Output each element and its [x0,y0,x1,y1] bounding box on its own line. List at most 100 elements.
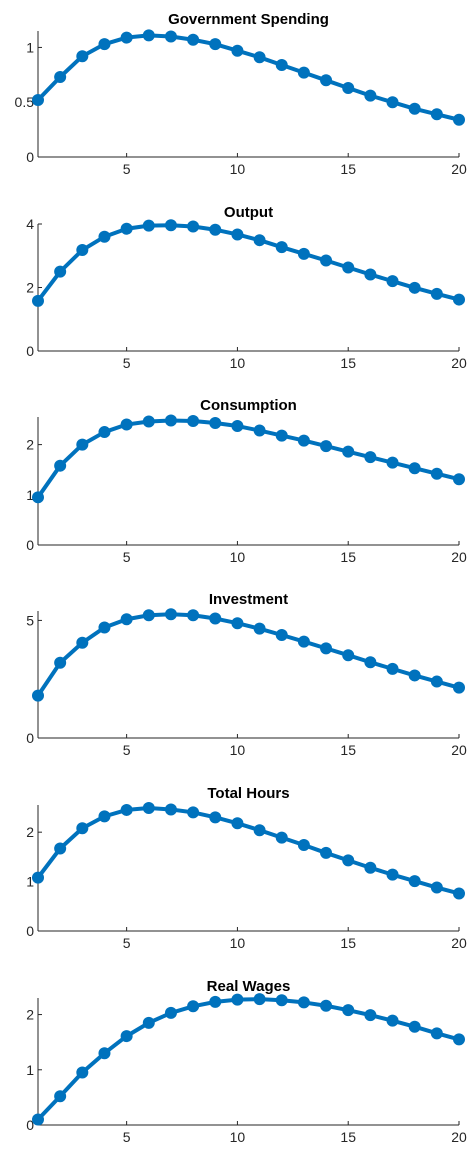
data-point [98,38,111,51]
data-point [453,293,465,306]
data-point [430,881,443,894]
data-point [275,241,288,254]
panel-1: Government Spending 5 10 15 20 0 0.5 1 [15,11,467,177]
data-point [164,219,177,232]
data-point [386,662,399,675]
data-point [54,459,67,472]
data-point [364,1009,377,1022]
data-point [120,418,133,431]
data-point [76,636,89,649]
y-tick-label: 1 [26,39,34,55]
data-point [32,1113,44,1126]
x-tick-label: 10 [230,549,246,565]
data-point [408,1020,421,1033]
data-point [453,473,465,486]
data-point [142,801,155,814]
data-point [275,994,288,1007]
y-tick-label: 0 [26,149,34,165]
data-point [98,1047,111,1060]
x-tick-label: 5 [123,742,131,758]
data-point [386,868,399,881]
x-tick-label: 5 [123,1129,131,1145]
data-point [32,871,44,884]
data-point [253,993,266,1006]
data-point [76,438,89,451]
x-tick-label: 5 [123,549,131,565]
data-point [54,842,67,855]
data-point [275,58,288,71]
x-tick-label: 15 [340,935,356,951]
data-point [342,81,355,94]
data-point [54,1090,67,1103]
data-point [453,113,465,126]
data-point [76,244,89,257]
data-point [76,50,89,63]
data-point [430,675,443,688]
x-tick-label: 20 [451,355,467,371]
data-point [342,1004,355,1017]
data-point [231,420,244,433]
data-point [253,622,266,635]
y-tick-label: 2 [26,280,34,296]
y-tick-label: 1 [26,487,34,503]
data-point [164,1006,177,1019]
data-point [209,223,222,236]
data-point [253,51,266,64]
data-point [408,875,421,888]
data-point [32,94,44,107]
x-tick-label: 15 [340,742,356,758]
data-point [253,424,266,437]
data-point [32,491,44,504]
data-point [408,281,421,294]
panel-5: Total Hours 5 10 15 20 0 1 2 [26,785,467,951]
data-point [32,689,44,702]
data-point [320,642,333,655]
panel-4: Investment 5 10 15 20 0 5 [26,591,467,758]
y-tick-label: 1 [26,874,34,890]
data-point [231,617,244,630]
y-tick-label: 0 [26,730,34,746]
data-point [320,74,333,87]
data-point [297,996,310,1009]
x-tick-label: 20 [451,742,467,758]
data-point [120,803,133,816]
data-point [98,621,111,634]
x-tick-label: 10 [230,355,246,371]
data-point [142,1016,155,1029]
x-tick-label: 15 [340,355,356,371]
data-point [142,415,155,428]
x-tick-label: 20 [451,935,467,951]
x-tick-label: 5 [123,161,131,177]
data-point [408,669,421,682]
data-point [54,656,67,669]
panel-title: Government Spending [168,11,329,28]
data-point [187,806,200,819]
data-point [342,854,355,867]
data-point [209,995,222,1008]
data-point [386,275,399,288]
data-point [320,846,333,859]
data-point [342,649,355,662]
panel-title: Investment [209,591,288,608]
data-point [187,33,200,46]
y-tick-label: 0 [26,343,34,359]
x-tick-label: 10 [230,742,246,758]
data-point [453,1033,465,1046]
data-point [164,803,177,816]
data-point [164,608,177,621]
panel-title: Consumption [200,397,297,414]
panel-title: Total Hours [207,785,289,802]
data-point [253,824,266,837]
data-point [386,1014,399,1027]
data-point [453,887,465,900]
y-tick-label: 0.5 [15,94,35,110]
data-point [187,609,200,622]
data-point [120,222,133,235]
panel-2: Output 5 10 15 20 0 2 4 [26,204,467,371]
data-point [453,681,465,694]
x-tick-label: 20 [451,1129,467,1145]
data-point [164,30,177,43]
data-point [297,66,310,79]
y-tick-label: 4 [26,216,34,232]
data-point [231,44,244,57]
